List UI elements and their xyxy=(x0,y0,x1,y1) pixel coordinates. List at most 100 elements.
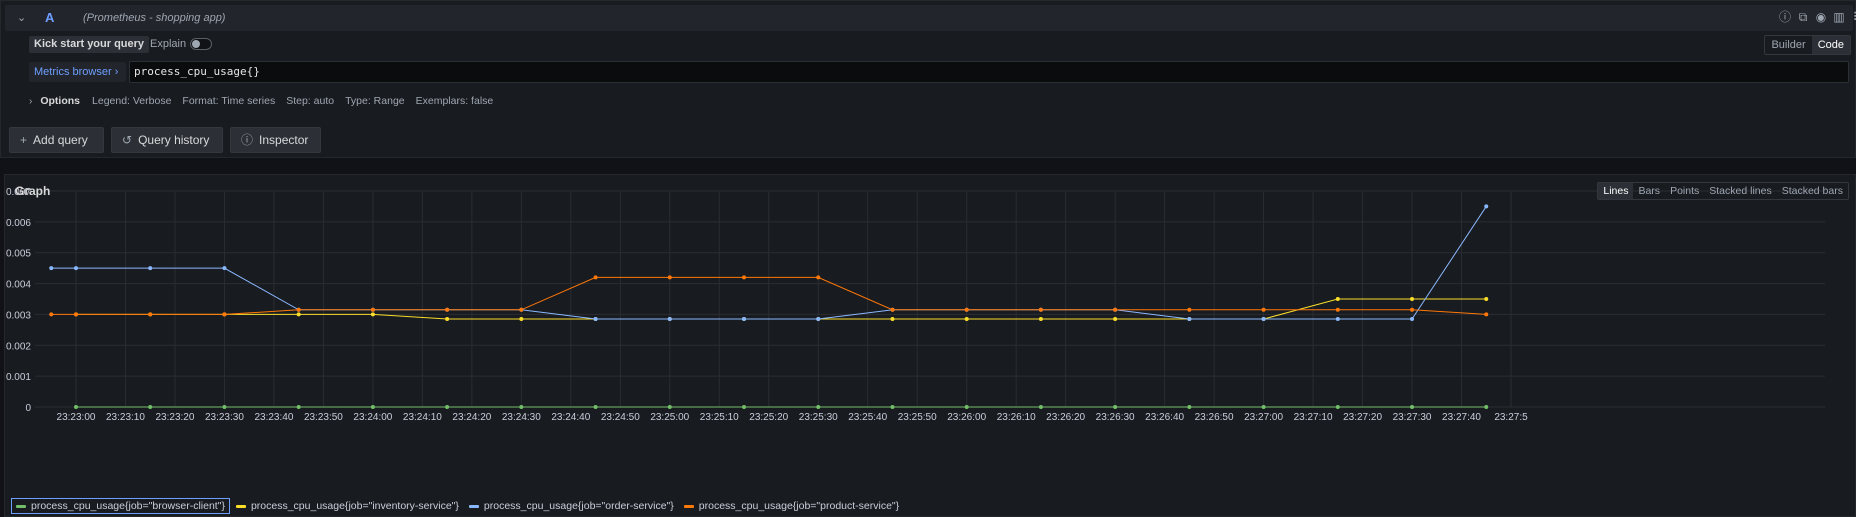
data-point xyxy=(1335,405,1340,409)
add-query-label: Add query xyxy=(33,133,88,147)
query-history-button[interactable]: ↺ Query history xyxy=(111,127,223,153)
data-point xyxy=(742,317,747,322)
y-tick-label: 0.004 xyxy=(6,280,31,291)
chart-legend: process_cpu_usage{job="browser-client"} p… xyxy=(11,498,905,514)
legend-label: process_cpu_usage{job="browser-client"} xyxy=(31,500,225,512)
y-tick-label: 0.005 xyxy=(6,249,31,260)
metrics-browser-button[interactable]: Metrics browser › xyxy=(29,62,126,82)
legend-item[interactable]: process_cpu_usage{job="order-service"} xyxy=(465,498,678,514)
legend-item[interactable]: process_cpu_usage{job="inventory-service… xyxy=(232,498,463,514)
legend-item[interactable]: process_cpu_usage{job="product-service"} xyxy=(680,498,903,514)
kick-start-query-button[interactable]: Kick start your query xyxy=(29,36,150,53)
query-options-row[interactable]: › Options Legend: Verbose Format: Time s… xyxy=(29,93,504,109)
y-tick-label: 0.002 xyxy=(6,341,31,352)
data-point xyxy=(667,405,672,409)
data-point xyxy=(445,405,450,409)
trash-icon[interactable]: ▥ xyxy=(1833,10,1845,24)
data-point xyxy=(593,275,598,280)
data-point xyxy=(74,405,78,409)
data-point xyxy=(1261,317,1266,322)
mode-code-button[interactable]: Code xyxy=(1811,36,1850,54)
options-title: Options xyxy=(40,95,81,107)
data-point xyxy=(742,275,747,280)
option-format: Format: Time series xyxy=(182,95,276,107)
data-point xyxy=(222,266,227,271)
mode-builder-button[interactable]: Builder xyxy=(1771,39,1806,51)
x-tick-label: 23:24:40 xyxy=(551,412,590,423)
data-point xyxy=(1335,317,1340,322)
data-point xyxy=(296,312,301,317)
data-point xyxy=(890,405,895,409)
time-series-chart[interactable]: 0 0.001 0.002 0.003 0.004 0.005 0.006 0.007 23:2… xyxy=(5,175,1855,516)
drag-handle-icon[interactable]: ⠿ xyxy=(1849,9,1856,25)
data-point xyxy=(1410,317,1415,322)
legend-label: process_cpu_usage{job="order-service"} xyxy=(483,500,674,512)
x-tick-label: 23:26:50 xyxy=(1195,412,1234,423)
x-tick-label: 23:25:20 xyxy=(749,412,788,423)
option-exemplars: Exemplars: false xyxy=(415,95,494,107)
metrics-browser-label: Metrics browser xyxy=(34,66,112,78)
data-point xyxy=(667,275,672,280)
query-row-header[interactable]: ⌄ A (Prometheus - shopping app) ⓘ ⧉ ◉ ▥ … xyxy=(5,5,1856,31)
x-tick-label: 23:24:00 xyxy=(353,412,392,423)
x-tick-label: 23:23:00 xyxy=(57,412,96,423)
add-query-button[interactable]: + Add query xyxy=(9,127,104,153)
help-icon[interactable]: ⓘ xyxy=(1778,10,1791,24)
data-point xyxy=(742,405,747,409)
data-point xyxy=(964,405,969,409)
datasource-name: (Prometheus - shopping app) xyxy=(83,12,226,24)
inspector-button[interactable]: ⓘ Inspector xyxy=(230,127,321,153)
explain-toggle[interactable] xyxy=(190,38,212,50)
data-point xyxy=(1187,405,1192,409)
eye-icon[interactable]: ◉ xyxy=(1815,10,1827,24)
data-point xyxy=(74,266,78,271)
editor-mode-switch: Builder Code xyxy=(1764,35,1851,55)
x-tick-label: 23:26:40 xyxy=(1145,412,1184,423)
data-point xyxy=(667,317,672,322)
data-point xyxy=(890,307,895,312)
graph-panel: 0 0.001 0.002 0.003 0.004 0.005 0.006 0.007 23:2… xyxy=(4,174,1856,517)
x-tick-label: 23:27:5 xyxy=(1494,412,1528,423)
x-tick-label: 23:23:30 xyxy=(205,412,244,423)
data-point xyxy=(1484,312,1489,317)
collapse-chevron-icon[interactable]: ⌄ xyxy=(17,12,27,24)
data-point xyxy=(1038,405,1043,409)
data-point xyxy=(1113,405,1118,409)
x-tick-label: 23:26:30 xyxy=(1096,412,1135,423)
chevron-right-icon: › xyxy=(29,95,33,107)
x-tick-label: 23:27:30 xyxy=(1393,412,1432,423)
x-tick-label: 23:23:20 xyxy=(155,412,194,423)
x-tick-label: 23:26:00 xyxy=(947,412,986,423)
x-tick-label: 23:27:40 xyxy=(1442,412,1481,423)
data-point xyxy=(370,312,375,317)
viz-option-lines[interactable]: Lines xyxy=(1598,183,1634,199)
data-point xyxy=(296,307,301,312)
data-point xyxy=(519,317,524,322)
viz-option-points[interactable]: Points xyxy=(1670,185,1700,197)
x-tick-label: 23:23:10 xyxy=(106,412,145,423)
inspector-label: Inspector xyxy=(259,133,309,147)
data-point xyxy=(1410,405,1415,409)
data-point xyxy=(1335,297,1340,301)
data-point xyxy=(593,405,598,409)
copy-icon[interactable]: ⧉ xyxy=(1798,10,1808,24)
data-point xyxy=(519,405,524,409)
legend-item[interactable]: process_cpu_usage{job="browser-client"} xyxy=(11,498,230,514)
x-tick-label: 23:24:20 xyxy=(452,412,491,423)
viz-option-bars[interactable]: Bars xyxy=(1638,185,1661,197)
data-point xyxy=(370,307,375,312)
viz-option-stacked-bars[interactable]: Stacked bars xyxy=(1781,185,1843,197)
data-point xyxy=(1038,317,1043,322)
option-step: Step: auto xyxy=(286,95,335,107)
option-legend: Legend: Verbose xyxy=(92,95,172,107)
data-point xyxy=(49,266,54,271)
data-point xyxy=(519,307,524,312)
x-tick-label: 23:25:30 xyxy=(799,412,838,423)
query-expression-input[interactable]: process_cpu_usage{} xyxy=(129,61,1849,83)
viz-option-stacked-lines[interactable]: Stacked lines xyxy=(1709,185,1772,197)
legend-swatch xyxy=(683,504,694,508)
query-ref-id[interactable]: A xyxy=(45,10,55,25)
data-point xyxy=(1484,405,1489,409)
data-point xyxy=(1113,317,1118,322)
data-point xyxy=(964,307,969,312)
